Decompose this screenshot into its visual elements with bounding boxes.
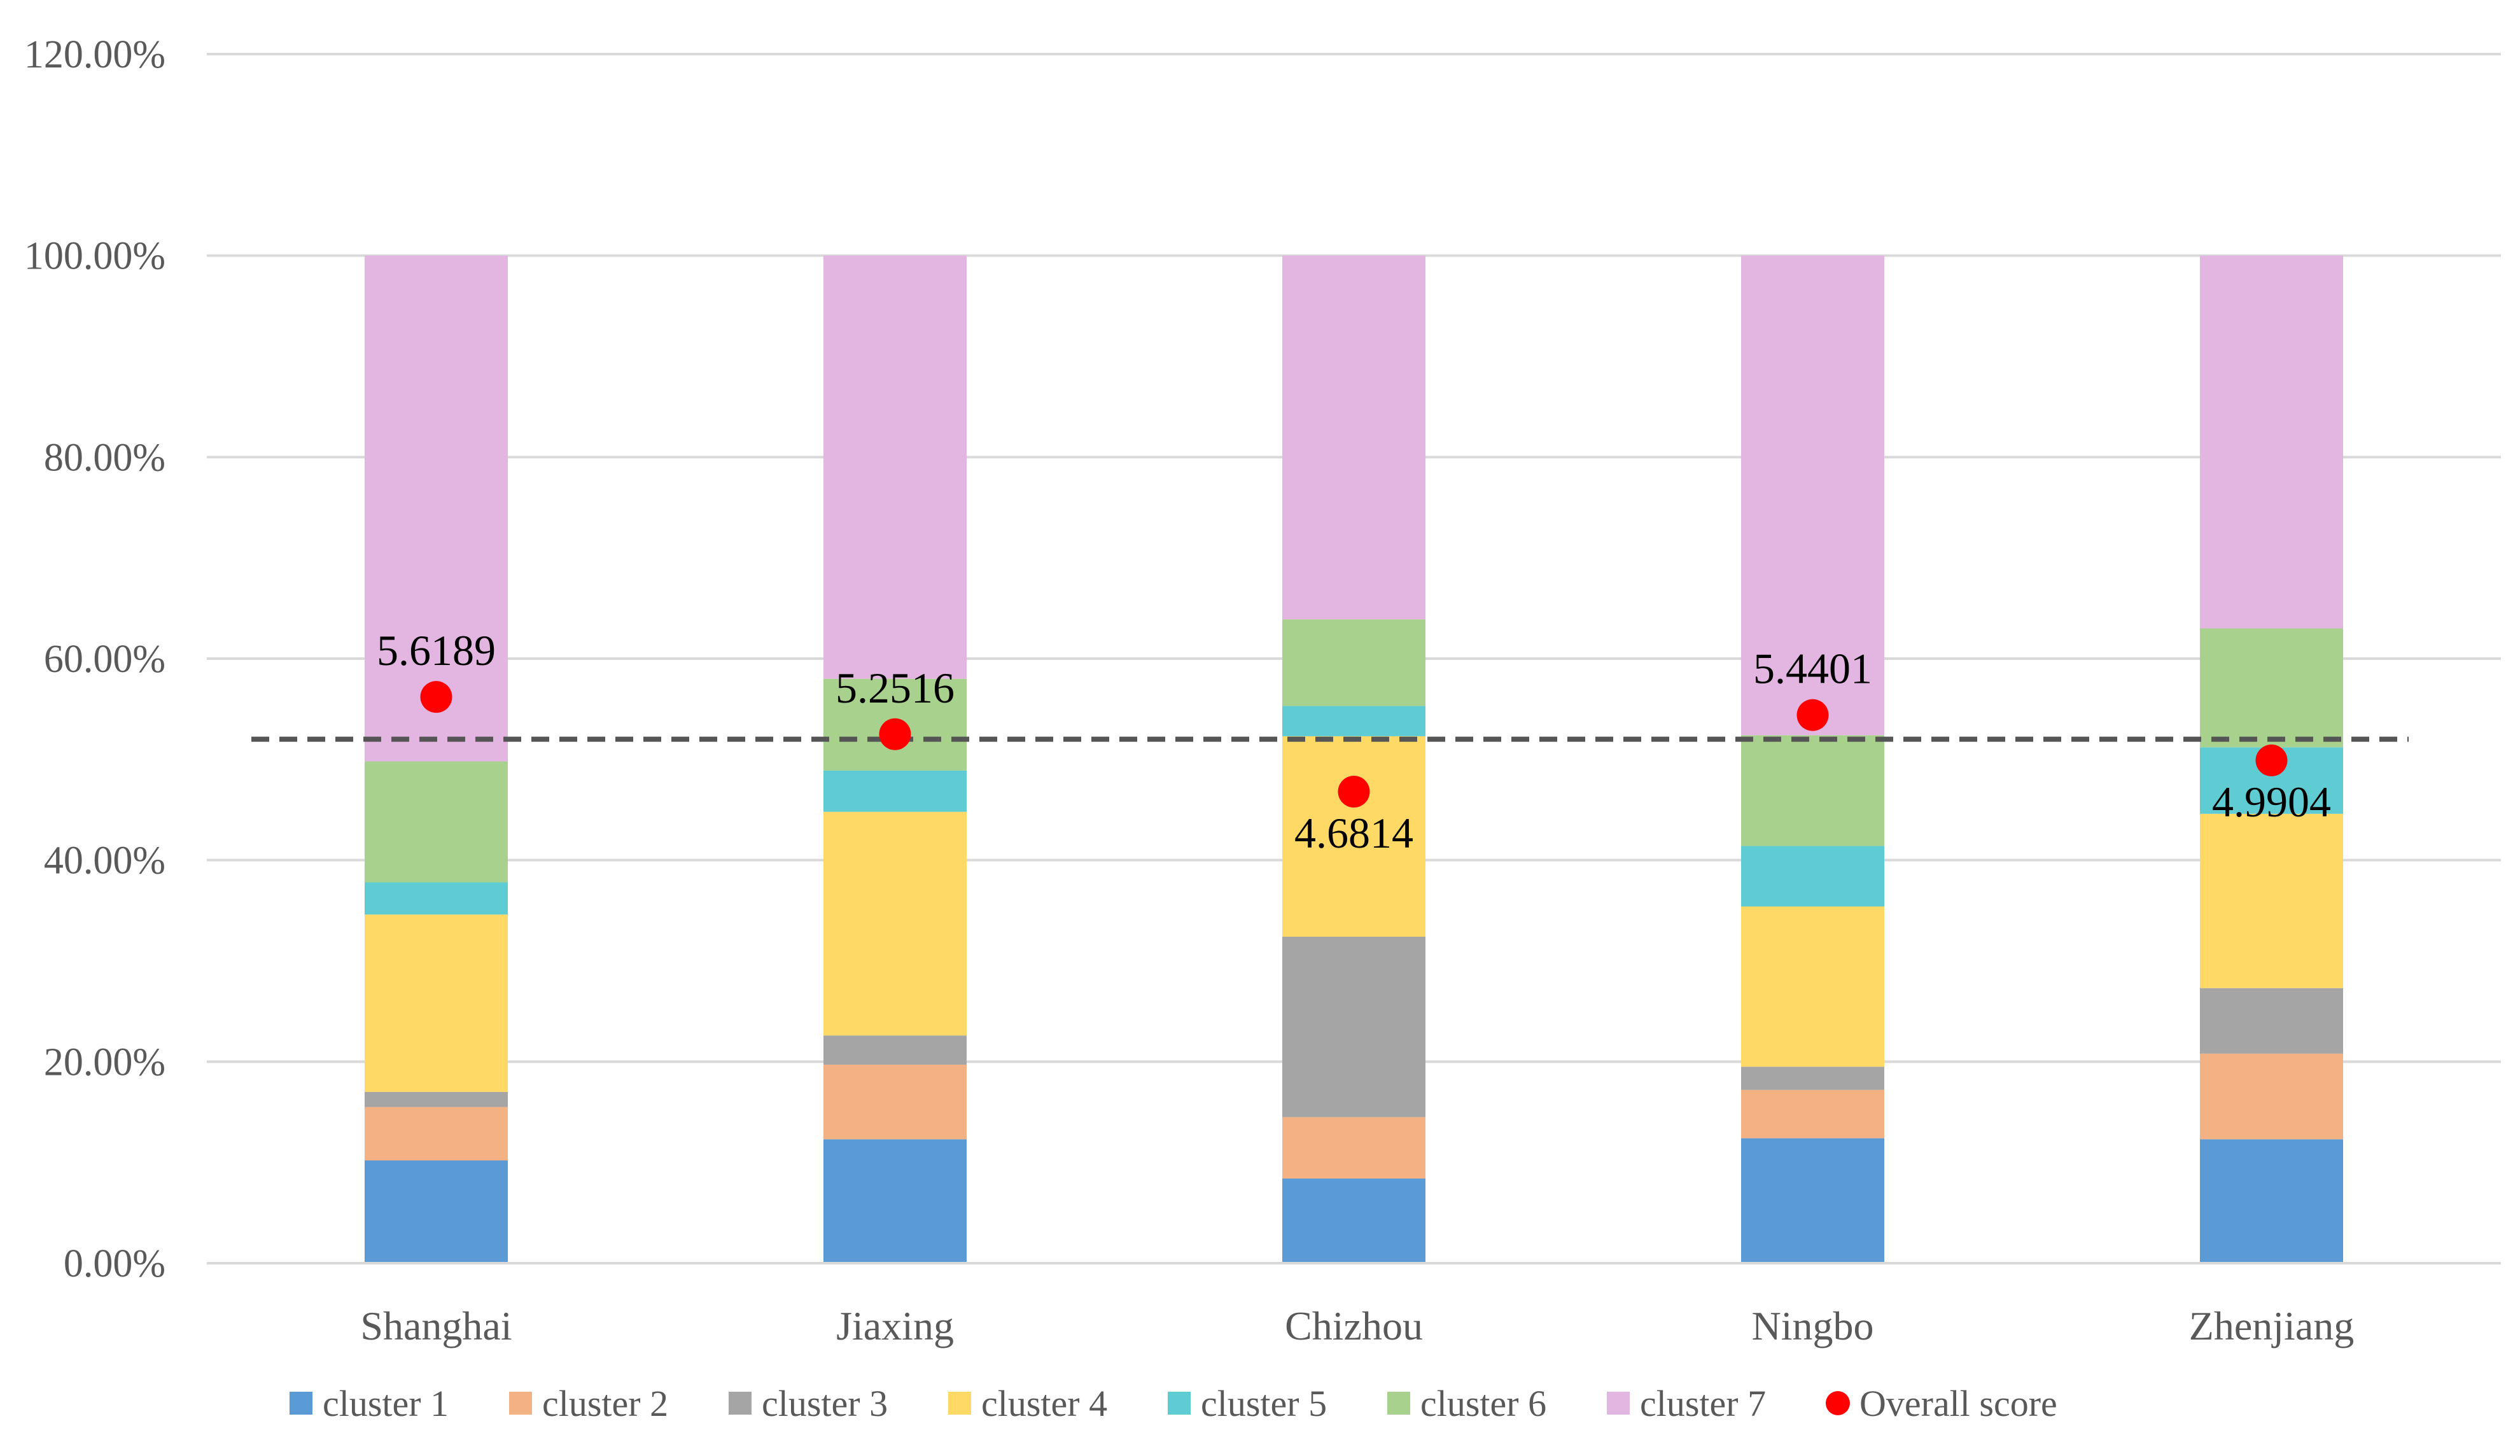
overall-score-point-chizhou: [1338, 776, 1370, 808]
legend-label: Overall score: [1859, 1383, 2057, 1424]
bar-segment-cluster-2-ningbo: [1741, 1089, 1884, 1138]
bar-segment-cluster-3-chizhou: [1282, 937, 1425, 1117]
bars: [365, 255, 2343, 1263]
legend-label: cluster 2: [542, 1383, 668, 1424]
legend-swatch-cluster-2: [509, 1392, 532, 1415]
bar-segment-cluster-7-chizhou: [1282, 255, 1425, 620]
legend-swatch-overall-score: [1826, 1391, 1850, 1415]
x-axis-categories: Shanghai Jiaxing Chizhou Ningbo Zhenjiang: [207, 1262, 2501, 1348]
legend-label: cluster 7: [1640, 1383, 1766, 1424]
x-category-label: Shanghai: [360, 1303, 512, 1348]
bar-segment-cluster-7-zhenjiang: [2200, 255, 2343, 629]
y-axis-ticks: 0.00% 20.00% 40.00% 60.00% 80.00% 100.00% 120.…: [24, 33, 165, 1285]
y-tick-label: 60.00%: [44, 638, 165, 681]
bar-segment-cluster-7-ningbo: [1741, 255, 1884, 736]
overall-score-label: 4.9904: [2212, 778, 2331, 826]
bar-segment-cluster-6-chizhou: [1282, 619, 1425, 706]
legend-swatch-cluster-5: [1168, 1392, 1191, 1415]
overall-score-label: 4.6814: [1294, 809, 1413, 857]
bar-segment-cluster-1-ningbo: [1741, 1138, 1884, 1263]
bar-segment-cluster-6-zhenjiang: [2200, 628, 2343, 748]
bar-segment-cluster-6-ningbo: [1741, 735, 1884, 846]
y-tick-label: 0.00%: [64, 1242, 165, 1285]
legend: cluster 1 cluster 2 cluster 3 cluster 4 clus…: [290, 1383, 2057, 1424]
x-category-label: Jiaxing: [836, 1303, 954, 1348]
bar-segment-cluster-3-zhenjiang: [2200, 988, 2343, 1054]
bar-segment-cluster-1-chizhou: [1282, 1179, 1425, 1263]
bar-segment-cluster-2-jiaxing: [823, 1065, 967, 1140]
x-category-label: Chizhou: [1285, 1303, 1423, 1348]
legend-label: cluster 4: [981, 1383, 1107, 1424]
bar-segment-cluster-1-shanghai: [365, 1160, 508, 1263]
overall-score-points: 5.6189 5.2516 4.6814 5.4401 4.9904: [377, 626, 2331, 857]
bar-segment-cluster-3-jiaxing: [823, 1035, 967, 1065]
bar-segment-cluster-7-jiaxing: [823, 255, 967, 679]
legend-label: cluster 6: [1420, 1383, 1546, 1424]
bar-segment-cluster-5-ningbo: [1741, 846, 1884, 907]
legend-swatch-cluster-1: [290, 1392, 312, 1415]
y-tick-label: 100.00%: [24, 235, 165, 278]
y-tick-label: 20.00%: [44, 1040, 165, 1084]
bar-segment-cluster-2-shanghai: [365, 1107, 508, 1161]
y-tick-label: 120.00%: [24, 33, 165, 76]
bar-segment-cluster-5-shanghai: [365, 882, 508, 915]
legend-label: cluster 1: [323, 1383, 449, 1424]
x-category-label: Ningbo: [1752, 1303, 1874, 1348]
bar-segment-cluster-1-jiaxing: [823, 1139, 967, 1263]
bar-segment-cluster-5-chizhou: [1282, 706, 1425, 736]
y-tick-label: 40.00%: [44, 839, 165, 883]
legend-label: cluster 3: [762, 1383, 888, 1424]
legend-label: cluster 5: [1201, 1383, 1327, 1424]
legend-swatch-cluster-7: [1607, 1392, 1630, 1415]
legend-swatch-cluster-6: [1387, 1392, 1410, 1415]
bar-segment-cluster-5-jiaxing: [823, 770, 967, 812]
bar-segment-cluster-1-zhenjiang: [2200, 1139, 2343, 1263]
bar-segment-cluster-7-shanghai: [365, 255, 508, 762]
overall-score-point-zhenjiang: [2255, 744, 2288, 776]
overall-score-label: 5.4401: [1753, 645, 1872, 693]
overall-score-point-jiaxing: [879, 718, 911, 750]
bar-segment-cluster-4-ningbo: [1741, 906, 1884, 1067]
bar-segment-cluster-2-chizhou: [1282, 1117, 1425, 1179]
overall-score-point-ningbo: [1796, 699, 1829, 731]
bar-segment-cluster-6-shanghai: [365, 761, 508, 883]
bar-segment-cluster-4-zhenjiang: [2200, 813, 2343, 988]
bar-segment-cluster-3-ningbo: [1741, 1067, 1884, 1090]
bar-segment-cluster-3-shanghai: [365, 1091, 508, 1107]
overall-score-label: 5.2516: [836, 664, 955, 712]
overall-score-label: 5.6189: [377, 626, 496, 675]
overall-score-point-shanghai: [420, 681, 452, 713]
x-category-label: Zhenjiang: [2189, 1303, 2354, 1348]
bar-segment-cluster-2-zhenjiang: [2200, 1053, 2343, 1140]
y-tick-label: 80.00%: [44, 436, 165, 479]
bar-segment-cluster-4-jiaxing: [823, 811, 967, 1036]
legend-swatch-cluster-4: [948, 1392, 971, 1415]
bar-segment-cluster-4-chizhou: [1282, 736, 1425, 937]
legend-swatch-cluster-3: [729, 1392, 752, 1415]
bar-segment-cluster-4-shanghai: [365, 914, 508, 1092]
